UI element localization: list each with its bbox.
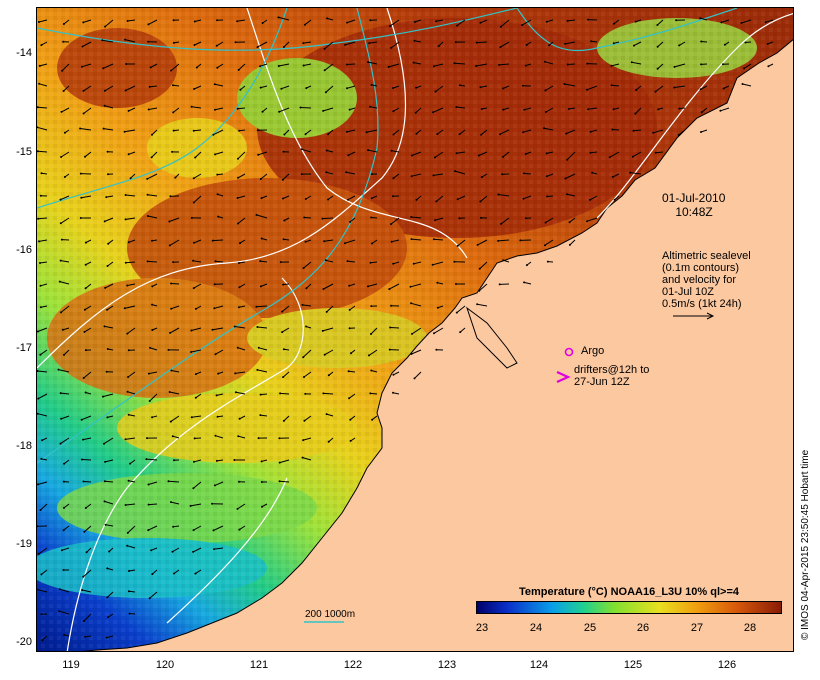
colorbar-tick: 28: [743, 622, 757, 634]
sealevel-contours: [37, 8, 793, 651]
lat-label: -19: [16, 538, 32, 550]
credit-text: © IMOS 04-Apr-2015 23:50:45 Hobart time: [800, 449, 811, 640]
colorbar-tick: 26: [636, 622, 650, 634]
colorbar: [476, 601, 782, 614]
date-annotation: 01-Jul-2010 10:48Z: [662, 191, 726, 219]
colorbar-tick: 24: [529, 622, 543, 634]
lat-label: -20: [16, 636, 32, 648]
altimetry-annotation: Altimetric sealevel (0.1m contours) and …: [662, 250, 751, 310]
drifters-label: drifters@12h to 27-Jun 12Z: [574, 364, 650, 388]
lat-label: -18: [16, 440, 32, 452]
lon-label: 123: [437, 659, 457, 671]
colorbar-tick: 25: [583, 622, 597, 634]
velocity-arrows: [37, 16, 774, 642]
lon-label: 121: [249, 659, 269, 671]
colorbar-tick: 23: [475, 622, 489, 634]
velocity-reference-arrow: [673, 312, 715, 320]
colorbar-title: Temperature (°C) NOAA16_L3U 10% ql>=4: [519, 586, 739, 598]
lat-label: -16: [16, 244, 32, 256]
lat-label: -15: [16, 146, 32, 158]
colorbar-tick: 27: [690, 622, 704, 634]
drifter-marker: [556, 370, 571, 384]
lon-label: 120: [155, 659, 175, 671]
sst-map-canvas: [37, 8, 793, 651]
land-mass: [81, 39, 793, 651]
lon-label: 122: [343, 659, 363, 671]
scale-label: 200 1000m: [305, 609, 356, 620]
argo-label: Argo: [581, 345, 605, 357]
sst-map: [36, 7, 794, 652]
lat-label: -14: [16, 47, 32, 59]
lon-label: 119: [62, 659, 80, 671]
lon-label: 126: [717, 659, 737, 671]
lon-label: 125: [623, 659, 643, 671]
lon-label: 124: [529, 659, 549, 671]
argo-marker: [564, 347, 574, 357]
lat-label: -17: [16, 342, 32, 354]
peninsula: [466, 306, 518, 369]
